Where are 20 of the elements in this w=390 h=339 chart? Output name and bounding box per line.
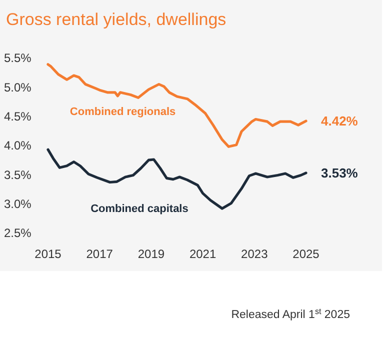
x-tick-label: 2015 (34, 247, 62, 261)
y-tick-label: 4.0% (4, 138, 32, 153)
series-label: Combined regionals (70, 106, 176, 118)
data-label: 4.42% (321, 114, 358, 129)
x-tick-label: 2017 (86, 247, 114, 261)
x-tick-label: 2019 (138, 247, 165, 261)
y-tick-label: 3.0% (4, 197, 32, 212)
line-series (46, 63, 308, 148)
y-tick-label: 5.0% (4, 80, 32, 94)
text: Released April 1$^{st}$ 2025 (231, 306, 350, 321)
data-label: 3.53% (321, 165, 358, 180)
y-tick-label: 5.5% (4, 51, 32, 66)
y-tick-label: 4.5% (4, 110, 32, 124)
x-tick-label: 2025 (292, 247, 320, 261)
x-tick-label: 2021 (189, 247, 216, 261)
y-tick-label: 3.5% (4, 168, 32, 182)
chart-title: Gross rental yields, dwellings (6, 10, 226, 29)
y-tick-label: 2.5% (4, 226, 32, 240)
series-label: Combined capitals (90, 203, 188, 215)
x-tick-label: 2023 (241, 247, 268, 261)
